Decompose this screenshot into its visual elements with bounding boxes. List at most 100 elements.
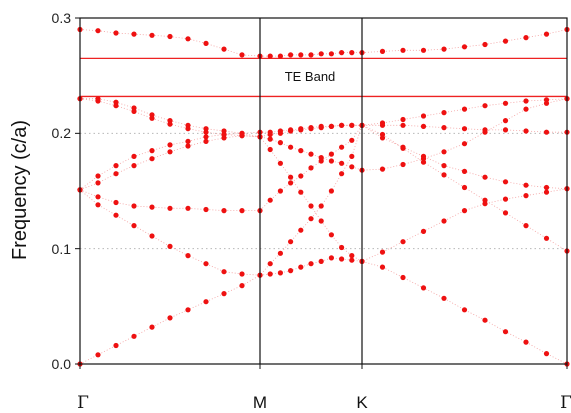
band-1-point [339, 256, 345, 262]
band-2-point [308, 165, 314, 171]
band-8-point [308, 52, 314, 58]
band-1-point [461, 307, 468, 313]
band-7-point [149, 115, 155, 121]
band-3-point [298, 227, 304, 233]
band-3-point [308, 216, 314, 222]
band-4-point [502, 210, 509, 216]
band-8-point [221, 46, 227, 52]
band-2-point [420, 123, 427, 129]
band-7-point [379, 120, 386, 126]
band-4-point [441, 172, 447, 178]
band-8-point [167, 33, 173, 40]
band-5-point [461, 208, 468, 214]
band-2-point [502, 127, 509, 133]
band-1-point [277, 270, 283, 276]
band-6-point [277, 140, 283, 146]
band-1-point [288, 268, 294, 274]
band-1-point [349, 257, 355, 263]
band-7-point [95, 98, 101, 104]
band-7-point [482, 103, 488, 109]
band-3-point [441, 163, 447, 169]
band-2-point [185, 205, 191, 211]
band-5-connector [79, 135, 568, 262]
band-4-point [131, 153, 137, 159]
band-2-point [239, 208, 245, 214]
band-7-point [113, 103, 119, 109]
band-2-point [349, 137, 355, 143]
band-5-point [318, 218, 324, 224]
band-1-point [400, 274, 406, 281]
band-8-point [420, 47, 427, 53]
band-6-point [267, 136, 273, 142]
band-1-point [502, 329, 509, 335]
band-8-point [523, 35, 529, 41]
band-5-point [441, 218, 447, 224]
band-3-point [277, 250, 283, 256]
band-2-point [167, 205, 173, 211]
band-6-point [298, 148, 304, 154]
band-6-point [349, 164, 355, 170]
band-3-point [523, 182, 529, 188]
y-tick-label-3: 0.3 [52, 10, 72, 26]
band-6-point [339, 160, 345, 166]
y-tick-label-0: 0.0 [52, 356, 72, 372]
band-3-point [131, 223, 137, 229]
band-5-point [113, 171, 119, 177]
band-7-point [239, 133, 245, 139]
band-8-point [288, 52, 294, 58]
band-5-point [308, 203, 314, 209]
band-5-point [523, 193, 529, 199]
band-8-point [482, 41, 488, 48]
band-3-point [502, 179, 509, 185]
x-tick-label-gamma-start: Γ [77, 393, 89, 413]
band-1-point [308, 261, 314, 267]
band-1-point [523, 339, 529, 345]
band-8-point [349, 50, 355, 56]
band-8-point [203, 40, 209, 47]
band-1-point [113, 342, 119, 349]
band-2-point [277, 188, 283, 194]
band-5-point [543, 189, 550, 195]
band-1-point [420, 285, 427, 291]
band-6-point [318, 155, 324, 161]
band-3-point [328, 188, 334, 194]
band-2-point [339, 144, 345, 150]
band-1-point [167, 315, 173, 321]
band-2-point [267, 197, 273, 203]
band-8-point [502, 38, 509, 44]
band-7-point [461, 106, 468, 112]
band-1-point [149, 324, 155, 330]
band-2-point [203, 206, 209, 213]
band-3-point [95, 202, 101, 208]
band-6-point [420, 156, 427, 162]
band-6-point [441, 149, 447, 155]
band-7-point [420, 113, 427, 119]
band-2-point [461, 126, 468, 132]
band-1-point [131, 333, 137, 339]
y-tick-label-1: 0.1 [52, 241, 72, 257]
band-3-point [267, 261, 273, 267]
band-5-point [167, 149, 173, 155]
band-5-point [267, 146, 273, 153]
band-8-point [400, 47, 406, 53]
band-5-point [203, 138, 209, 144]
band-5-point [400, 239, 406, 245]
band-5-point [298, 189, 304, 195]
band-5-point [288, 174, 294, 180]
band-1-point [203, 299, 209, 305]
band-6-point [328, 158, 334, 164]
band-3-point [482, 174, 488, 180]
band-1-point [543, 351, 550, 357]
band-6-point [400, 161, 406, 168]
band-1-point [267, 271, 273, 277]
band-4-point [113, 163, 119, 169]
band-8-point [239, 52, 245, 58]
band-3-point [461, 168, 468, 174]
band-8-point [277, 53, 283, 59]
band-4-point [400, 145, 406, 151]
y-axis-label: Frequency (c/a) [9, 120, 31, 260]
band-1-point [441, 295, 447, 301]
band-7-point [441, 110, 447, 116]
band-7-point [288, 128, 294, 134]
band-3-point [239, 271, 245, 277]
